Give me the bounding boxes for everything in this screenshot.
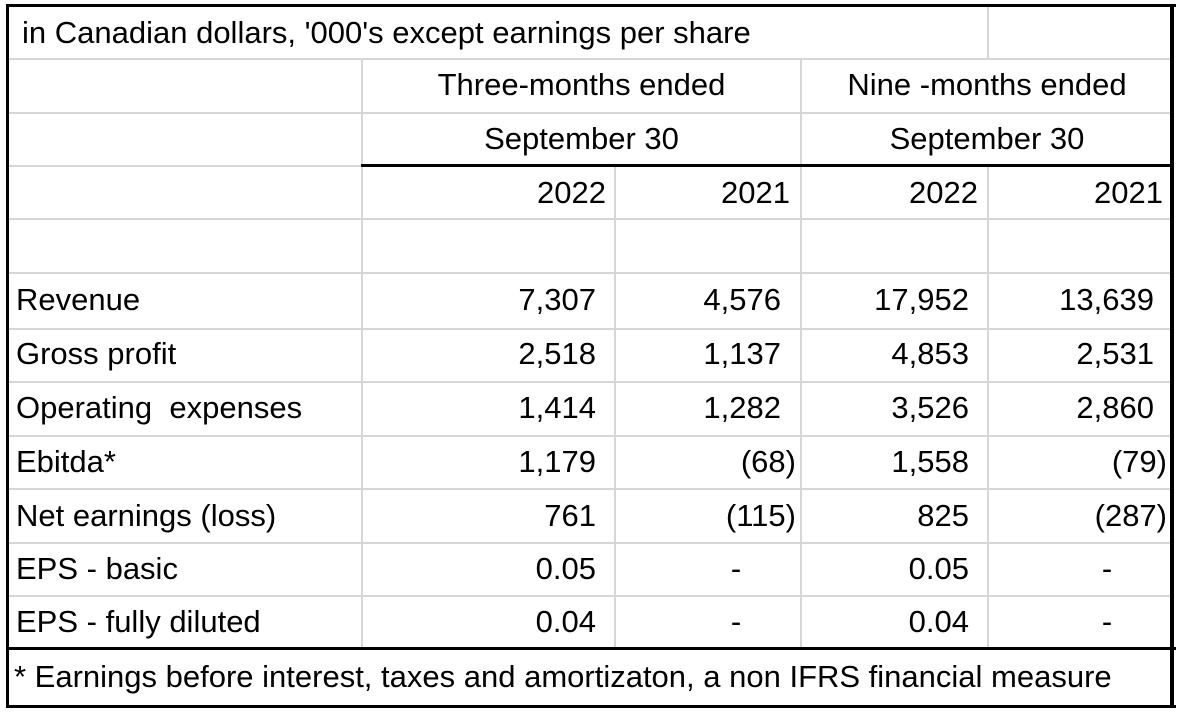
cell-value: (79) (1111, 444, 1167, 479)
cell-value: - (1101, 551, 1113, 586)
cell-value: - (730, 551, 742, 586)
footnote-rule (6, 647, 1176, 650)
period-header-nine-months: September 30 (889, 121, 1085, 156)
gridline (8, 272, 1172, 274)
unit-note: in Canadian dollars, '000's except earni… (22, 15, 751, 50)
cell-value: (115) (725, 498, 796, 533)
year-header: 2022 (537, 175, 606, 210)
cell-value: - (730, 604, 742, 639)
header-rule (361, 164, 1174, 167)
gridline (361, 58, 363, 648)
cell-value: 825 (917, 498, 969, 533)
table-border-right (1170, 4, 1174, 708)
row-label: Revenue (16, 282, 141, 317)
gridline (8, 488, 1172, 490)
cell-value: 1,414 (518, 390, 596, 425)
year-header: 2022 (909, 175, 978, 210)
gridline (8, 435, 1172, 437)
cell-value: 4,853 (891, 336, 969, 371)
group-header-nine-months: Nine -months ended (847, 67, 1127, 102)
cell-value: 7,307 (518, 282, 596, 317)
row-label: Gross profit (16, 336, 177, 371)
group-header-three-months: Three-months ended (437, 67, 726, 102)
cell-value: 2,518 (518, 336, 596, 371)
cell-value: 0.05 (908, 551, 969, 586)
row-label: EPS - basic (16, 551, 178, 586)
gridline (8, 218, 1172, 220)
cell-value: 1,179 (518, 444, 596, 479)
cell-value: 13,639 (1059, 282, 1154, 317)
cell-value: 1,137 (703, 336, 781, 371)
cell-value: 0.04 (908, 604, 969, 639)
table-border-top (6, 4, 1176, 7)
row-label: Operating expenses (16, 390, 303, 425)
cell-value: 4,576 (703, 282, 781, 317)
cell-value: 1,282 (703, 390, 781, 425)
gridline (614, 165, 616, 648)
cell-value: 0.04 (535, 604, 596, 639)
cell-value: 17,952 (874, 282, 969, 317)
gridline (987, 165, 989, 648)
gridline (8, 112, 1172, 114)
gridline (8, 542, 1172, 544)
row-label: Ebitda* (16, 444, 116, 479)
cell-value: 1,558 (891, 444, 969, 479)
footnote: * Earnings before interest, taxes and am… (14, 659, 1112, 694)
period-header-three-months: September 30 (484, 121, 679, 156)
gridline (8, 381, 1172, 383)
year-header: 2021 (721, 175, 790, 210)
gridline (8, 58, 1172, 60)
row-label: EPS - fully diluted (16, 604, 261, 639)
row-label: Net earnings (loss) (16, 498, 277, 533)
cell-value: - (1101, 604, 1113, 639)
cell-value: 761 (544, 498, 596, 533)
year-header: 2021 (1094, 175, 1163, 210)
gridline (800, 58, 802, 648)
gridline (8, 328, 1172, 330)
table-border-bottom (6, 705, 1176, 708)
gridline (987, 6, 989, 58)
cell-value: 3,526 (891, 390, 969, 425)
cell-value: (287) (1094, 498, 1167, 533)
gridline (8, 165, 363, 167)
cell-value: (68) (740, 444, 796, 479)
cell-value: 0.05 (535, 551, 596, 586)
gridline (8, 595, 1172, 597)
cell-value: 2,860 (1076, 390, 1154, 425)
cell-value: 2,531 (1076, 336, 1154, 371)
table-border-left (6, 4, 9, 708)
